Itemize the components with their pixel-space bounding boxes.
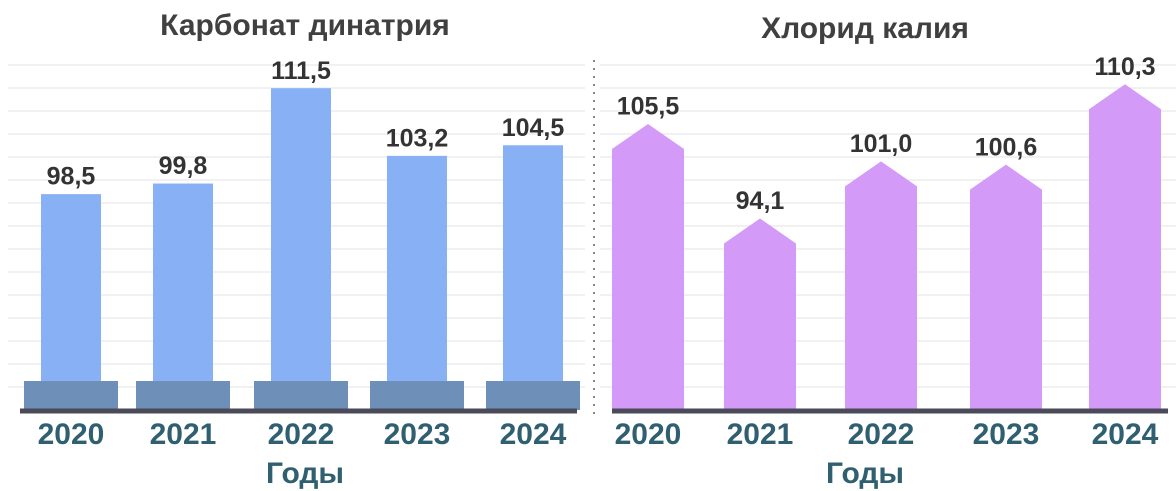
bar: [845, 161, 917, 410]
bar-base: [370, 381, 464, 410]
bar: [612, 124, 684, 411]
x-tick-label: 2023: [384, 418, 451, 451]
bar: [153, 183, 213, 410]
bar-base: [254, 381, 348, 410]
value-label: 98,5: [47, 163, 96, 191]
value-label: 100,6: [975, 133, 1038, 161]
bar-base: [136, 381, 230, 410]
chart-title: Хлорид калия: [761, 12, 969, 45]
value-label: 110,3: [1094, 53, 1155, 81]
bar-base: [486, 381, 580, 410]
value-label: 94,1: [736, 187, 785, 215]
bar: [1089, 84, 1161, 410]
bar: [387, 155, 447, 410]
value-label: 101,0: [850, 130, 913, 158]
x-tick-label: 2020: [615, 418, 682, 451]
x-tick-label: 2024: [1092, 418, 1159, 451]
value-label: 105,5: [617, 93, 680, 121]
bar: [970, 164, 1042, 410]
x-tick-label: 2021: [727, 418, 794, 451]
bar: [503, 145, 563, 410]
x-tick-label: 2021: [150, 418, 217, 451]
value-label: 103,2: [386, 124, 449, 152]
bar: [271, 88, 331, 410]
value-label: 99,8: [159, 152, 208, 180]
chart-title: Карбонат динатрия: [160, 9, 450, 42]
x-axis-title: Годы: [826, 457, 904, 490]
bar: [724, 218, 796, 410]
x-tick-label: 2022: [268, 418, 335, 451]
bar: [41, 194, 101, 410]
x-tick-label: 2020: [38, 418, 105, 451]
bar-base: [24, 381, 118, 410]
x-tick-label: 2023: [973, 418, 1040, 451]
x-tick-label: 2022: [848, 418, 915, 451]
x-axis-title: Годы: [266, 457, 344, 490]
x-tick-label: 2024: [500, 418, 567, 451]
value-label: 104,5: [502, 114, 565, 142]
value-label: 111,5: [271, 57, 331, 85]
